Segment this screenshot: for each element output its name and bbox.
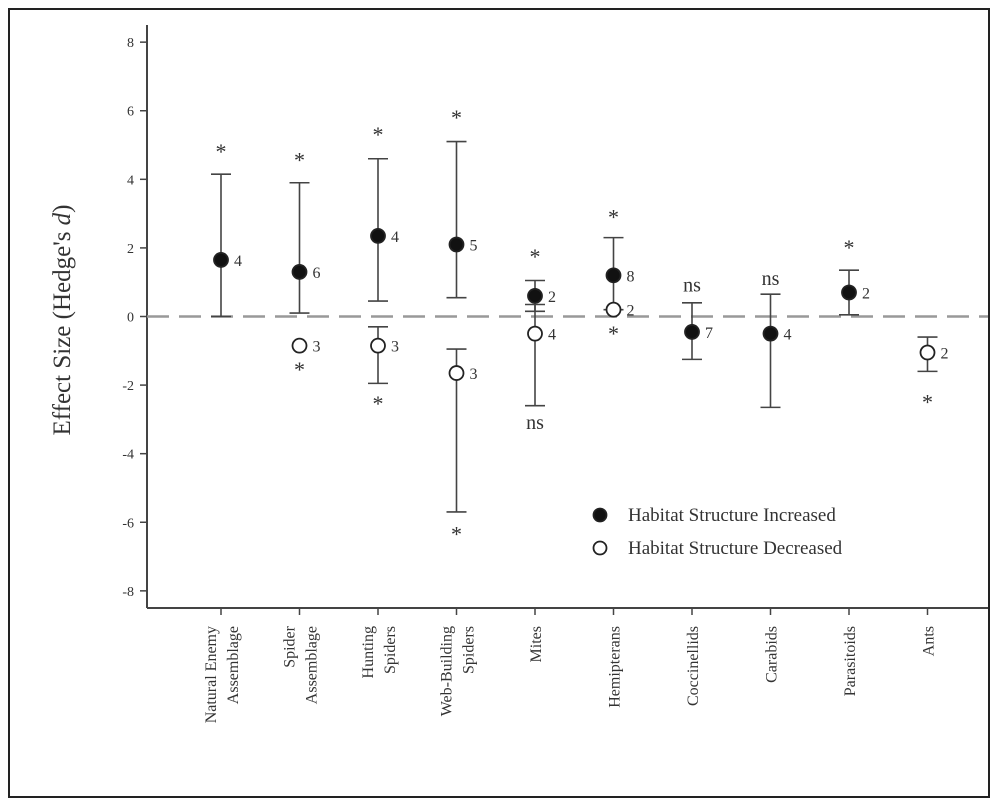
x-category-label: Hemipterans bbox=[607, 626, 624, 708]
y-axis-label-end: ) bbox=[49, 204, 76, 212]
significance-ns: ns bbox=[526, 412, 544, 434]
point-increased bbox=[762, 325, 779, 342]
sample-size-label: 3 bbox=[313, 339, 321, 356]
y-tick-label: 2 bbox=[127, 242, 134, 257]
chart-marks: 4 * 6 * 4 * 5 * 2 * 8 * 7 ns 4 ns 2 * 3 * 3 * 3 * 4 ns 2 * 2 * bbox=[211, 105, 949, 547]
x-category-label: Spiders bbox=[382, 626, 399, 674]
y-tick-label: 4 bbox=[127, 173, 134, 188]
point-decreased bbox=[448, 365, 465, 381]
significance-asterisk: * bbox=[530, 244, 541, 269]
y-axis-label-italic: d bbox=[49, 212, 76, 225]
x-category-labels: Natural Enemy Assemblage Spider Assemblage H… bbox=[203, 625, 938, 723]
y-tick-label: 0 bbox=[127, 311, 134, 326]
sample-size-label: 8 bbox=[627, 268, 635, 285]
x-category-label: Natural Enemy bbox=[203, 626, 220, 723]
sample-size-label: 2 bbox=[548, 289, 556, 306]
sample-size-label: 2 bbox=[627, 303, 635, 320]
legend-label-decreased: Habitat Structure Decreased bbox=[628, 538, 843, 559]
significance-asterisk: * bbox=[294, 148, 305, 173]
point-increased bbox=[213, 252, 229, 268]
axes: 8 6 4 2 0 -2 -4 -6 -8 bbox=[122, 25, 988, 615]
significance-asterisk: * bbox=[373, 122, 384, 147]
x-category-label: Assemblage bbox=[304, 626, 321, 704]
significance-asterisk: * bbox=[608, 204, 619, 229]
point-increased bbox=[684, 324, 700, 340]
significance-asterisk: * bbox=[373, 391, 384, 416]
point-increased bbox=[527, 288, 543, 304]
sample-size-label: 4 bbox=[548, 327, 556, 344]
y-tick-label: -2 bbox=[122, 379, 134, 394]
point-decreased bbox=[527, 325, 543, 342]
x-category-label: Assemblage bbox=[225, 626, 242, 704]
y-tick-label: -8 bbox=[122, 585, 134, 600]
point-decreased bbox=[919, 344, 936, 361]
x-category-label: Spider bbox=[282, 625, 299, 667]
legend-marker-increased bbox=[592, 507, 608, 523]
figure-frame: 8 6 4 2 0 -2 -4 -6 -8 4 * 6 * 4 * 5 * 2 * 8 * 7 ns 4 ns 2 * 3 * 3 * 3 *… bbox=[8, 8, 990, 798]
legend-label-increased: Habitat Structure Increased bbox=[628, 505, 836, 526]
x-category-label: Coccinellids bbox=[685, 626, 702, 706]
sample-size-label: 4 bbox=[234, 253, 242, 270]
sample-size-label: 2 bbox=[941, 346, 949, 363]
point-decreased bbox=[370, 337, 386, 354]
x-category-label: Hunting bbox=[360, 626, 377, 678]
effect-size-chart: 8 6 4 2 0 -2 -4 -6 -8 4 * 6 * 4 * 5 * 2 * 8 * 7 ns 4 ns 2 * 3 * 3 * 3 *… bbox=[49, 25, 988, 723]
point-decreased bbox=[605, 301, 622, 318]
sample-size-label: 3 bbox=[391, 339, 399, 356]
sample-size-label: 7 bbox=[705, 325, 713, 342]
x-category-label: Parasitoids bbox=[842, 626, 859, 696]
point-increased bbox=[605, 267, 622, 284]
point-increased bbox=[291, 264, 308, 280]
x-category-label: Mites bbox=[528, 626, 545, 662]
sample-size-label: 2 bbox=[862, 285, 870, 302]
sample-size-label: 5 bbox=[470, 237, 478, 254]
sample-size-label: 4 bbox=[784, 327, 792, 344]
significance-ns: ns bbox=[762, 268, 780, 290]
point-decreased bbox=[291, 337, 308, 354]
legend: Habitat Structure Increased Habitat Struc… bbox=[592, 505, 843, 559]
y-tick-label: -4 bbox=[122, 448, 134, 463]
point-increased bbox=[448, 236, 465, 253]
y-tick-label: 8 bbox=[127, 36, 134, 51]
x-category-label: Carabids bbox=[764, 626, 781, 683]
significance-asterisk: * bbox=[844, 235, 855, 260]
significance-asterisk: * bbox=[216, 139, 227, 164]
significance-asterisk: * bbox=[451, 522, 462, 547]
y-tick-label: 6 bbox=[127, 105, 134, 120]
legend-marker-decreased bbox=[592, 540, 608, 556]
significance-asterisk: * bbox=[608, 321, 619, 346]
y-tick-label: -6 bbox=[122, 516, 134, 531]
point-increased bbox=[841, 284, 857, 301]
significance-asterisk: * bbox=[451, 105, 462, 130]
significance-ns: ns bbox=[683, 275, 701, 297]
significance-asterisk: * bbox=[922, 390, 933, 415]
sample-size-label: 6 bbox=[313, 265, 321, 282]
y-axis-label-main: Effect Size (Hedge's bbox=[49, 225, 76, 435]
sample-size-label: 4 bbox=[391, 229, 399, 246]
x-category-label: Spiders bbox=[461, 626, 478, 674]
point-increased bbox=[370, 228, 386, 244]
sample-size-label: 3 bbox=[470, 366, 478, 383]
x-category-label: Web-Building bbox=[439, 626, 456, 716]
y-axis-label: Effect Size (Hedge's d) bbox=[49, 204, 76, 435]
x-category-label: Ants bbox=[921, 626, 938, 656]
significance-asterisk: * bbox=[294, 357, 305, 382]
